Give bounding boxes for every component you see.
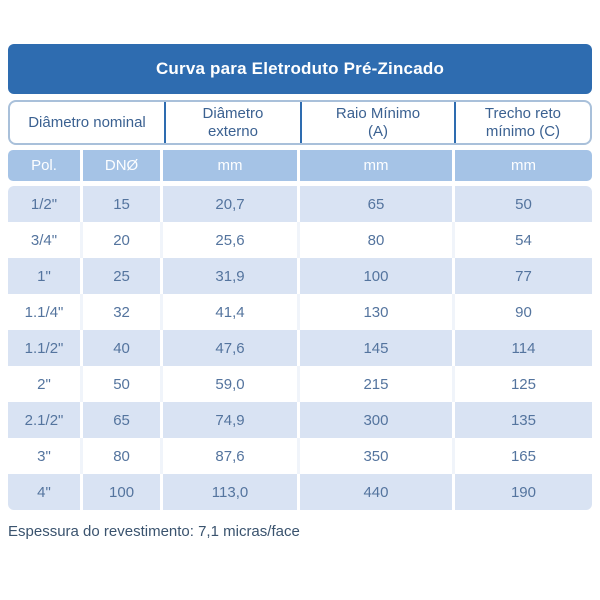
subheader-mm-trecho: mm (455, 150, 592, 181)
table-cell: 65 (83, 402, 164, 438)
table-cell: 440 (299, 474, 456, 510)
subheader-mm-raio: mm (299, 150, 456, 181)
header-raio-minimo: Raio Mínimo (A) (299, 102, 454, 143)
table-cell: 1" (8, 258, 84, 294)
table-cell: 65 (299, 186, 456, 222)
table-cell: 25 (83, 258, 164, 294)
table-cell: 130 (299, 294, 456, 330)
table-cell: 135 (455, 402, 592, 438)
subheader-pol: Pol. (8, 150, 84, 181)
table-cell: 40 (83, 330, 164, 366)
table-cell: 114 (455, 330, 592, 366)
subheader-dn: DNØ (83, 150, 164, 181)
title-bar: Curva para Eletroduto Pré-Zincado (8, 44, 592, 94)
table-cell: 50 (455, 186, 592, 222)
table-row: 1" 25 31,9 100 77 (8, 258, 592, 294)
table-cell: 25,6 (163, 222, 300, 258)
table-cell: 47,6 (163, 330, 300, 366)
table-cell: 2" (8, 366, 84, 402)
table-header-row: Diâmetro nominal Diâmetro externo Raio M… (8, 100, 592, 145)
table-cell: 113,0 (163, 474, 300, 510)
table-cell: 2.1/2" (8, 402, 84, 438)
table-row: 1.1/4" 32 41,4 130 90 (8, 294, 592, 330)
table-subheader-row: Pol. DNØ mm mm mm (8, 150, 592, 181)
table-cell: 50 (83, 366, 164, 402)
header-line: Trecho reto (484, 104, 562, 122)
table-cell: 74,9 (163, 402, 300, 438)
table-body: 1/2" 15 20,7 65 50 3/4" 20 25,6 80 54 1" 25 31,9 100 7… (8, 186, 592, 510)
header-diametro-nominal: Diâmetro nominal (10, 102, 164, 143)
table-cell: 145 (299, 330, 456, 366)
table-cell: 1.1/4" (8, 294, 84, 330)
table-cell: 100 (299, 258, 456, 294)
header-trecho-reto: Trecho reto mínimo (C) (453, 102, 590, 143)
table-cell: 31,9 (163, 258, 300, 294)
table-cell: 32 (83, 294, 164, 330)
table-row: 2" 50 59,0 215 125 (8, 366, 592, 402)
table-row: 3/4" 20 25,6 80 54 (8, 222, 592, 258)
header-line: (A) (367, 122, 388, 140)
table-cell: 190 (455, 474, 592, 510)
table-cell: 20 (83, 222, 164, 258)
table-cell: 100 (83, 474, 164, 510)
table-row: 3" 80 87,6 350 165 (8, 438, 592, 474)
table-cell: 4" (8, 474, 84, 510)
table-cell: 3" (8, 438, 84, 474)
footer-note: Espessura do revestimento: 7,1 micras/fa… (8, 523, 300, 540)
table-cell: 125 (455, 366, 592, 402)
table-cell: 54 (455, 222, 592, 258)
table-cell: 80 (83, 438, 164, 474)
table-cell: 215 (299, 366, 456, 402)
header-line: externo (207, 122, 258, 140)
header-line: Diâmetro nominal (28, 113, 146, 131)
table-cell: 15 (83, 186, 164, 222)
header-line: Diâmetro (202, 104, 264, 122)
table-row: 1/2" 15 20,7 65 50 (8, 186, 592, 222)
table-row: 2.1/2" 65 74,9 300 135 (8, 402, 592, 438)
header-diametro-externo: Diâmetro externo (163, 102, 300, 143)
subheader-mm-externo: mm (163, 150, 300, 181)
table-card: Curva para Eletroduto Pré-Zincado Diâmet… (8, 44, 592, 540)
table-cell: 165 (455, 438, 592, 474)
page-title: Curva para Eletroduto Pré-Zincado (155, 59, 445, 78)
table-cell: 87,6 (163, 438, 300, 474)
table-cell: 80 (299, 222, 456, 258)
table-cell: 350 (299, 438, 456, 474)
table-cell: 3/4" (8, 222, 84, 258)
table-row: 1.1/2" 40 47,6 145 114 (8, 330, 592, 366)
header-line: Raio Mínimo (335, 104, 421, 122)
table-cell: 77 (455, 258, 592, 294)
table-cell: 41,4 (163, 294, 300, 330)
table-cell: 300 (299, 402, 456, 438)
table-row: 4" 100 113,0 440 190 (8, 474, 592, 510)
table-cell: 1/2" (8, 186, 84, 222)
table-cell: 90 (455, 294, 592, 330)
table-cell: 1.1/2" (8, 330, 84, 366)
table-cell: 20,7 (163, 186, 300, 222)
header-line: mínimo (C) (485, 122, 561, 140)
table-cell: 59,0 (163, 366, 300, 402)
